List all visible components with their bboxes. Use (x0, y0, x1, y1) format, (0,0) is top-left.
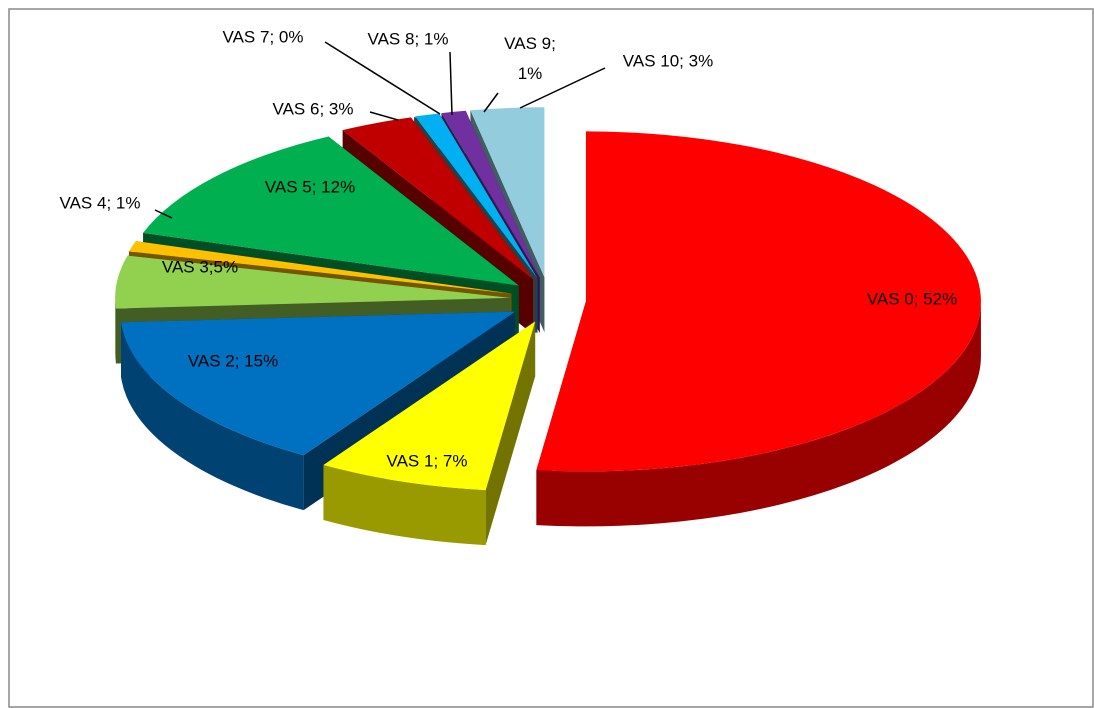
slice (121, 311, 516, 456)
data-label: VAS 2; 15% (188, 351, 278, 370)
slice (128, 241, 512, 294)
data-label: VAS 5; 12% (265, 177, 355, 196)
labels: VAS 0; 52% VAS 1; 7% VAS 2; 15% VAS 3;5% VAS… (60, 27, 958, 470)
leader-line (483, 92, 499, 113)
slice-wall (121, 322, 304, 511)
leader-line (324, 41, 441, 115)
data-label: VAS 9; 1% (504, 34, 556, 83)
data-label: VAS 7; 0% (223, 27, 304, 46)
slice-wall (536, 301, 981, 527)
slice (536, 131, 981, 472)
slice (415, 113, 538, 279)
leader-line (369, 111, 399, 121)
pie (115, 107, 981, 546)
slice (470, 107, 545, 278)
slice (115, 255, 511, 309)
slice (323, 321, 536, 491)
data-label: VAS 3;5% (162, 257, 238, 276)
data-label: VAS 10; 3% (623, 51, 713, 70)
data-label: VAS 0; 52% (867, 289, 957, 308)
slice-wall (115, 297, 116, 364)
slice (414, 116, 537, 279)
data-label: VAS 1; 7% (387, 451, 468, 470)
leader-line (449, 51, 453, 116)
slice-wall (323, 464, 486, 546)
slice (342, 117, 533, 280)
slice (143, 136, 519, 286)
slice (441, 110, 540, 278)
leader-line (519, 67, 606, 109)
data-label: VAS 4; 1% (60, 193, 141, 212)
data-label: VAS 6; 3% (273, 99, 354, 118)
leader-line (154, 209, 173, 219)
data-label: VAS 8; 1% (368, 29, 449, 48)
